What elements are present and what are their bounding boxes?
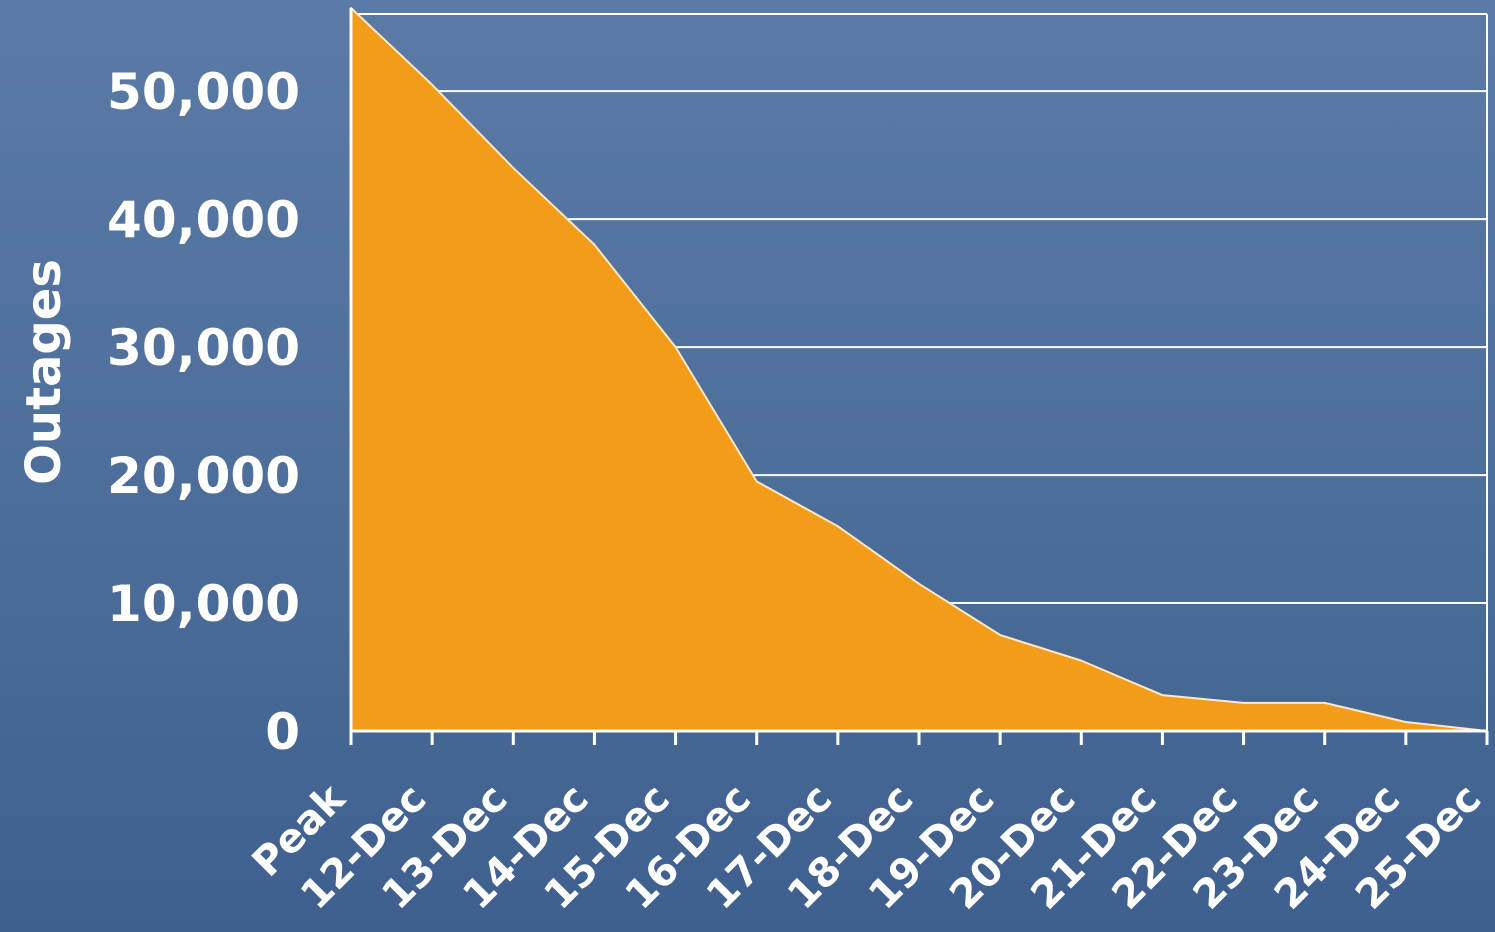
- y-tick-label: 10,000: [107, 575, 300, 633]
- y-tick-label: 30,000: [107, 319, 300, 377]
- y-tick-label: 20,000: [107, 447, 300, 505]
- y-axis-title: Outages: [16, 259, 72, 485]
- y-tick-labels: 0 10,000 20,000 30,000 40,000 50,000: [107, 63, 300, 761]
- y-tick-label: 0: [265, 703, 300, 761]
- y-tick-label: 40,000: [107, 191, 300, 249]
- y-tick-label: 50,000: [107, 63, 300, 121]
- outages-area: [350, 7, 1488, 732]
- axes: [349, 8, 1489, 745]
- area-series: [350, 7, 1488, 732]
